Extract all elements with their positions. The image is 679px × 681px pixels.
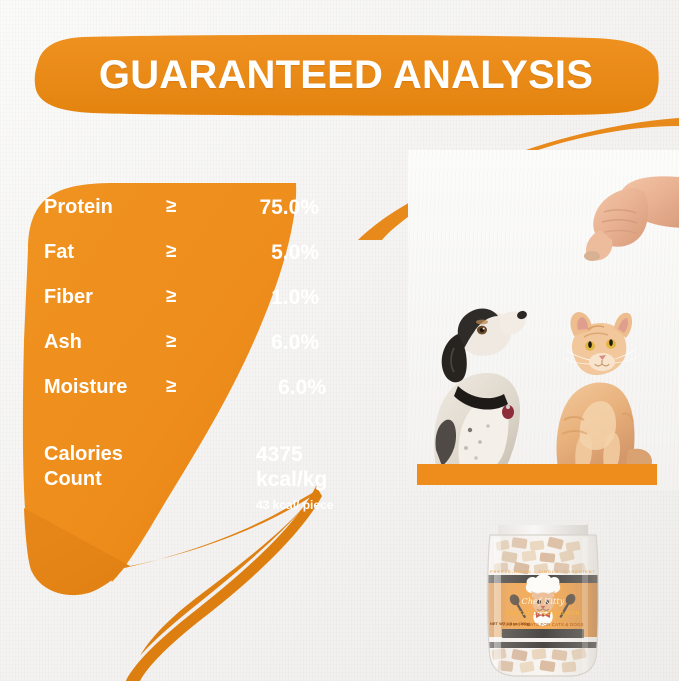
- calories-row: Calories Count 4375 kcal/kg 43 kcal/ pie…: [44, 442, 344, 532]
- nutrient-operator: ≥: [166, 196, 177, 217]
- nutrient-operator: ≥: [166, 331, 177, 352]
- nutrient-value: 75.0%: [259, 196, 319, 219]
- nutrient-value: 6.0%: [278, 376, 326, 399]
- calories-value-line2: kcal/kg: [256, 468, 328, 491]
- nutrient-label: Fat: [44, 241, 74, 263]
- pet-photo: [408, 150, 679, 490]
- jar-net-weight: NET WT 3.5 oz (100g): [490, 621, 531, 626]
- guaranteed-analysis-table: Protein ≥ 75.0% Fat ≥ 5.0% Fiber ≥ 1.0% …: [44, 196, 344, 421]
- nutrient-operator: ≥: [166, 241, 177, 262]
- nutrient-value: 5.0%: [271, 241, 319, 264]
- nutrient-operator: ≥: [166, 376, 177, 397]
- nutrient-label: Fiber: [44, 286, 93, 308]
- product-jar: FREEZE-DRIED • SINGLE INGREDIENT Chef Ki…: [468, 505, 618, 681]
- nutrient-operator: ≥: [166, 286, 177, 307]
- jar-subtitle: YUMMY TREATS FOR CATS & DOGS: [502, 622, 584, 627]
- nutrient-value: 6.0%: [271, 331, 319, 354]
- dog-icon: [434, 308, 527, 468]
- jar-product-name: FREEZE-DRIED SALMON: [506, 611, 580, 617]
- cat-icon: [556, 312, 652, 468]
- jar-brand-script: Chef Kitty: [521, 597, 565, 606]
- nutrient-label: Moisture: [44, 376, 128, 398]
- table-row: Protein ≥ 75.0%: [44, 196, 344, 241]
- table-row: Ash ≥ 6.0%: [44, 331, 344, 376]
- hand-holding-treat-icon: [548, 172, 679, 267]
- calories-value: 4375 kcal/kg: [256, 442, 327, 492]
- table-row: Fat ≥ 5.0%: [44, 241, 344, 286]
- nutrient-label: Ash: [44, 331, 82, 353]
- table-row: Moisture ≥ 6.0%: [44, 376, 344, 421]
- header-banner: GUARANTEED ANALYSIS: [32, 34, 660, 116]
- calories-label-line2: Count: [44, 468, 102, 490]
- nutrient-value: 1.0%: [271, 286, 319, 309]
- calories-label-line1: Calories: [44, 443, 123, 465]
- calories-value-line1: 4375: [256, 443, 303, 466]
- nutrient-label: Protein: [44, 196, 113, 218]
- dog-and-cat-photo: [408, 290, 679, 470]
- jar-top-strip-text: FREEZE-DRIED • SINGLE INGREDIENT: [490, 569, 596, 574]
- calories-per-piece: 43 kcal/ piece: [256, 498, 334, 512]
- orange-ledge-bar: [417, 464, 657, 485]
- page-title: GUARANTEED ANALYSIS: [98, 52, 594, 97]
- calories-label: Calories Count: [44, 442, 123, 492]
- table-row: Fiber ≥ 1.0%: [44, 286, 344, 331]
